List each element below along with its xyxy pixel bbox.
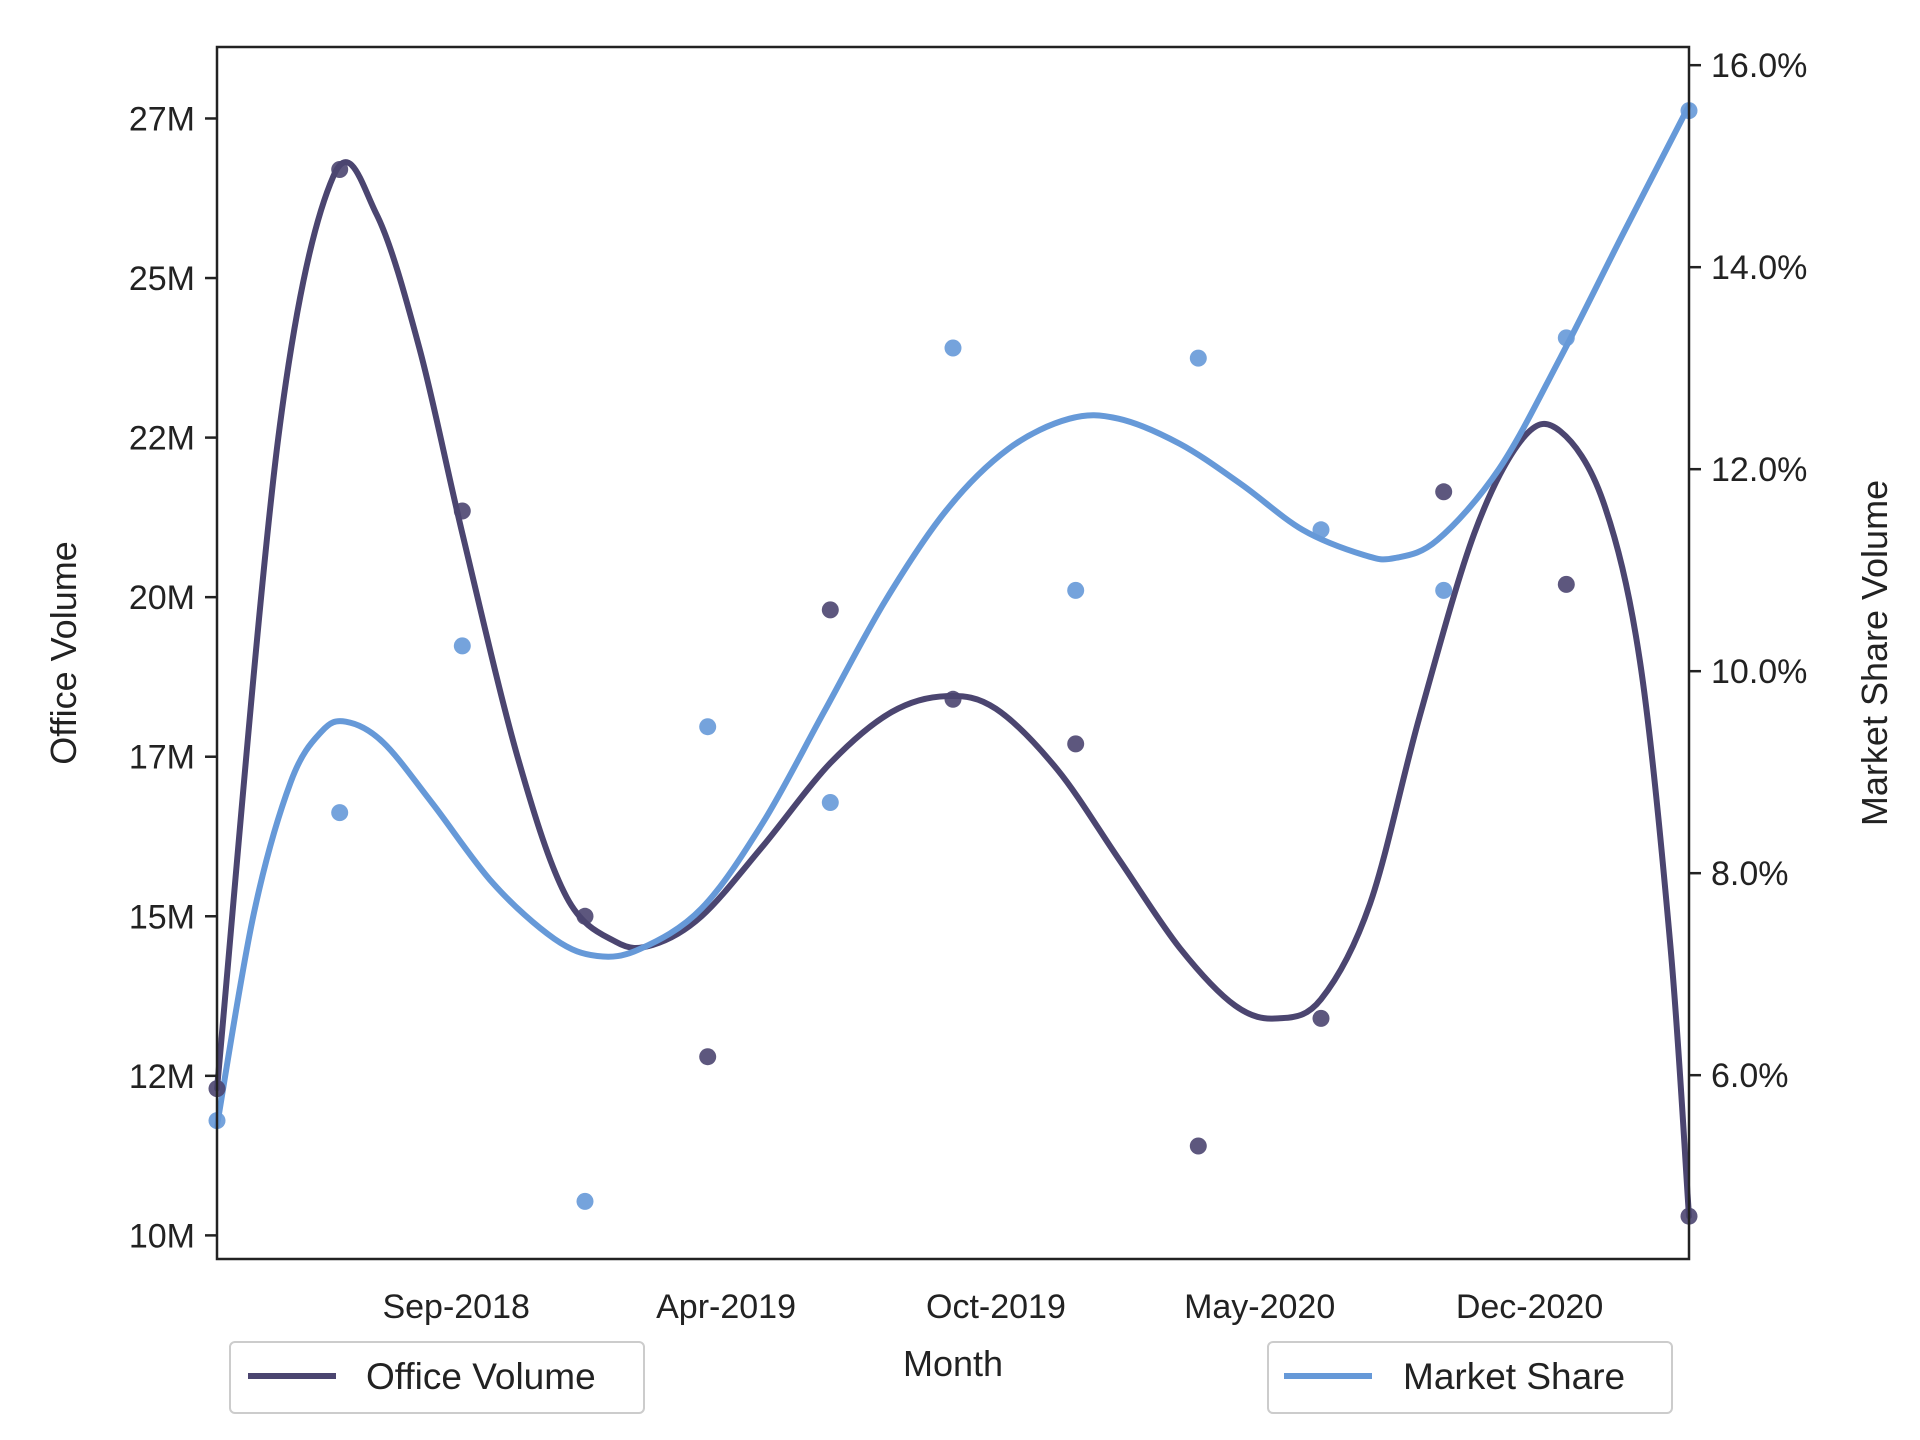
right-tick-label: 8.0% [1711,855,1789,893]
data-point-office-volume [1557,575,1575,593]
data-point-office-volume [699,1048,717,1066]
right-tick-label: 14.0% [1711,249,1807,287]
data-point-market-share [699,718,717,736]
data-point-market-share [1435,581,1453,599]
data-point-office-volume [331,161,349,178]
trend-line-office-volume [214,159,1692,1220]
left-y-axis-label: Office Volume [43,541,84,764]
x-tick-label: Apr-2019 [656,1288,796,1326]
x-axis-label: Month [903,1343,1003,1384]
data-point-office-volume [1067,735,1085,753]
data-point-office-volume [944,690,962,708]
left-tick-label: 12M [129,1058,195,1096]
data-point-office-volume [1435,483,1453,501]
data-point-market-share [1067,581,1085,599]
plot-area-frame [215,45,1691,1261]
left-tick-label: 17M [129,739,195,777]
trend-line-market-share [214,102,1692,1129]
left-tick-label: 25M [129,260,195,298]
data-point-market-share [821,794,839,811]
right-y-axis: 16.0% 14.0% 12.0% 10.0% 8.0% 6.0% [1689,47,1807,1095]
x-tick-label: Oct-2019 [926,1288,1066,1326]
x-tick-label: Sep-2018 [382,1288,529,1326]
right-tick-label: 10.0% [1711,653,1807,691]
data-point-market-share [1189,349,1207,367]
data-point-office-volume [576,907,594,925]
right-tick-label: 6.0% [1711,1057,1789,1095]
series-curves [214,102,1692,1220]
legend-office-volume: Office Volume [229,1341,645,1414]
right-tick-label: 16.0% [1711,47,1807,85]
legend-market-share: Market Share [1267,1341,1673,1414]
left-tick-label: 20M [129,579,195,617]
x-tick-label: May-2020 [1184,1288,1335,1326]
legend-box [1267,1341,1673,1414]
x-tick-label: Dec-2020 [1456,1288,1603,1326]
left-tick-label: 10M [129,1217,195,1255]
left-y-axis: 27M 25M 22M 20M 17M 15M 12M 10M [129,100,217,1255]
data-point-office-volume [821,601,839,619]
data-point-market-share [576,1192,594,1210]
data-point-office-volume [453,502,471,520]
left-tick-label: 22M [129,420,195,458]
data-point-market-share [453,637,471,655]
data-point-market-share [1557,329,1575,347]
left-tick-label: 15M [129,898,195,936]
right-y-axis-label: Market Share Volume [1854,480,1895,826]
data-point-market-share [331,804,349,822]
data-point-market-share [944,339,962,357]
data-point-market-share [1312,521,1330,539]
legend-box [229,1341,645,1414]
legend-label-market-share: Market Share [1403,1356,1625,1397]
right-tick-label: 12.0% [1711,451,1807,489]
legend-label-office-volume: Office Volume [366,1356,596,1397]
x-axis: Sep-2018 Apr-2019 Oct-2019 May-2020 Dec-2020 [382,1288,1603,1326]
data-point-office-volume [1312,1009,1330,1027]
data-point-office-volume [1189,1137,1207,1155]
left-tick-label: 27M [129,100,195,138]
